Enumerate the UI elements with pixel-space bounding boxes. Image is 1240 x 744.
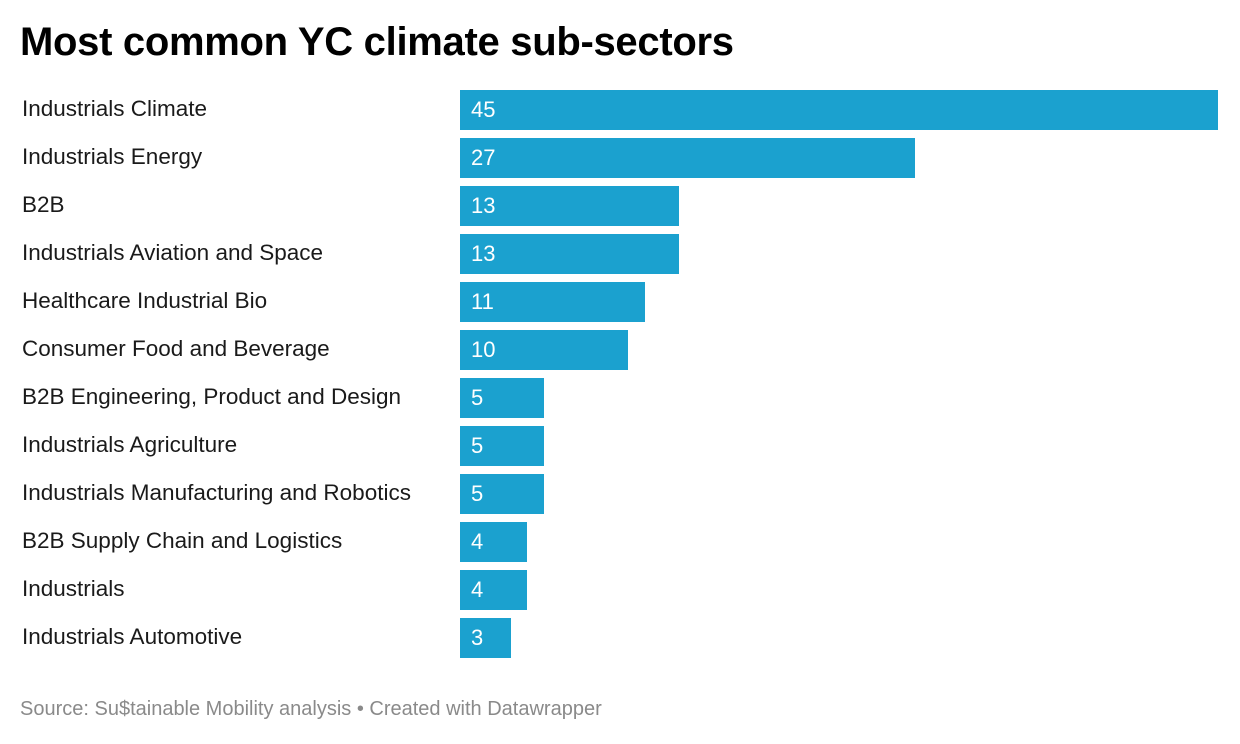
bar-row: B2B Supply Chain and Logistics 4 bbox=[0, 520, 1240, 562]
category-label: B2B Engineering, Product and Design bbox=[22, 384, 401, 409]
bar: 3 bbox=[460, 618, 511, 658]
category-label: Industrials bbox=[22, 576, 125, 601]
bar: 11 bbox=[460, 282, 645, 322]
bar-row: Consumer Food and Beverage 10 bbox=[0, 328, 1240, 370]
bar: 5 bbox=[460, 474, 544, 514]
category-label: Industrials Aviation and Space bbox=[22, 240, 324, 265]
category-label: Healthcare Industrial Bio bbox=[22, 288, 268, 313]
bar: 4 bbox=[460, 570, 527, 610]
bar-value-label: 45 bbox=[471, 97, 496, 122]
bar-value-label: 4 bbox=[471, 577, 484, 602]
bar: 45 bbox=[460, 90, 1218, 130]
bar-row: B2B 13 bbox=[0, 184, 1240, 226]
category-label: Industrials Automotive bbox=[22, 624, 243, 649]
bar-row: Industrials Manufacturing and Robotics 5 bbox=[0, 472, 1240, 514]
bar-row: Industrials Climate 45 bbox=[0, 88, 1240, 130]
category-label: B2B Supply Chain and Logistics bbox=[22, 528, 343, 553]
bar: 13 bbox=[460, 186, 679, 226]
bar-value-label: 11 bbox=[471, 289, 494, 314]
category-label: B2B bbox=[22, 192, 65, 217]
bar: 27 bbox=[460, 138, 915, 178]
bar: 5 bbox=[460, 378, 544, 418]
bar-row: Industrials 4 bbox=[0, 568, 1240, 610]
bar-row: Industrials Aviation and Space 13 bbox=[0, 232, 1240, 274]
bar-value-label: 4 bbox=[471, 529, 484, 554]
bar: 4 bbox=[460, 522, 527, 562]
category-label: Industrials Energy bbox=[22, 144, 203, 169]
category-label: Consumer Food and Beverage bbox=[22, 336, 330, 361]
bar-value-label: 5 bbox=[471, 385, 484, 410]
bar-value-label: 13 bbox=[471, 241, 496, 266]
bar-row: B2B Engineering, Product and Design 5 bbox=[0, 376, 1240, 418]
bar-row: Healthcare Industrial Bio 11 bbox=[0, 280, 1240, 322]
category-label: Industrials Agriculture bbox=[22, 432, 238, 457]
bar: 5 bbox=[460, 426, 544, 466]
bar-value-label: 5 bbox=[471, 433, 484, 458]
source-note: Source: Su$tainable Mobility analysis • … bbox=[20, 698, 602, 720]
bar-row: Industrials Automotive 3 bbox=[0, 616, 1240, 658]
bar-row: Industrials Agriculture 5 bbox=[0, 424, 1240, 466]
bar: 13 bbox=[460, 234, 679, 274]
category-label: Industrials Climate bbox=[22, 96, 208, 121]
bar-value-label: 13 bbox=[471, 193, 496, 218]
bar: 10 bbox=[460, 330, 628, 370]
bar-chart: Industrials Climate 45 Industrials Energy 2… bbox=[0, 88, 1240, 664]
category-label: Industrials Manufacturing and Robotics bbox=[22, 480, 411, 505]
bar-value-label: 27 bbox=[471, 145, 496, 170]
bar-row: Industrials Energy 27 bbox=[0, 136, 1240, 178]
bar-value-label: 3 bbox=[471, 625, 484, 650]
chart-title: Most common YC climate sub-sectors bbox=[20, 20, 734, 64]
bar-value-label: 5 bbox=[471, 481, 484, 506]
bar-value-label: 10 bbox=[471, 337, 496, 362]
